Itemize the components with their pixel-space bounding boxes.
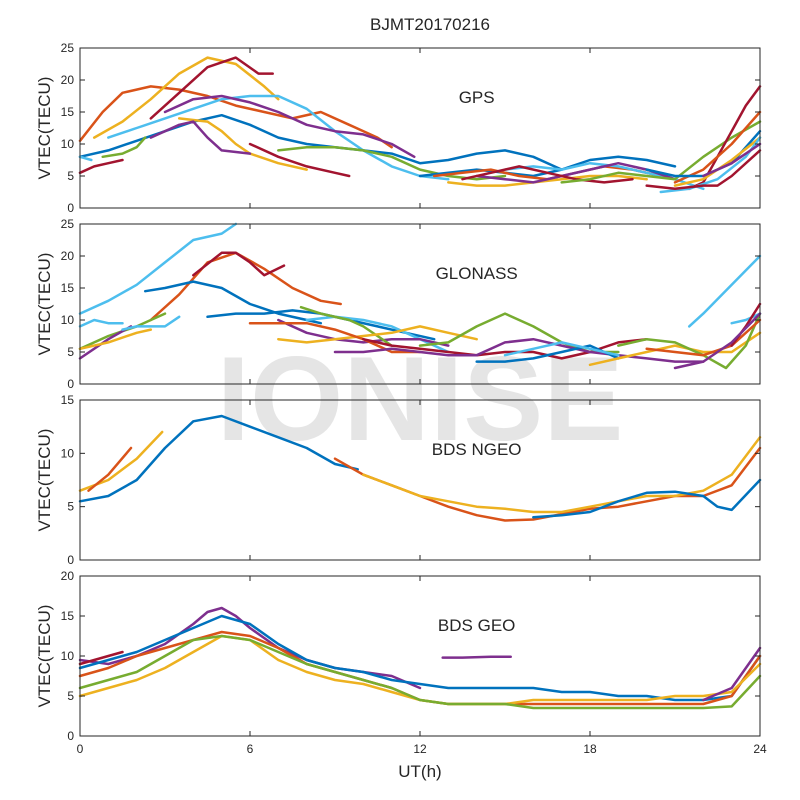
panel-bds-geo: 0 5 10 15 20 BDS GEO VTEC(TECU) (35, 569, 762, 743)
panel-glonass: 0 5 10 15 20 25 GLONASS VTEC(TECU) (35, 217, 762, 391)
series-line (78, 222, 238, 315)
series-line (503, 341, 620, 357)
panel-label: GLONASS (436, 264, 518, 283)
series-line (277, 325, 478, 344)
series-line (78, 158, 124, 175)
y-tick-label: 25 (61, 217, 75, 231)
x-tick-label: 6 (247, 742, 254, 756)
y-tick-label: 20 (61, 73, 75, 87)
y-tick-label: 15 (61, 105, 75, 119)
plot-frame (79, 575, 761, 737)
series-line (149, 251, 342, 322)
panel-label: GPS (459, 88, 495, 107)
x-tick-label: 18 (583, 742, 597, 756)
y-tick-label: 20 (61, 249, 75, 263)
y-tick-label: 0 (67, 377, 74, 391)
series-line (673, 312, 762, 370)
series-line (149, 56, 274, 120)
y-tick-label: 15 (61, 393, 75, 407)
series-line (333, 337, 705, 363)
y-tick-label: 15 (61, 609, 75, 623)
series-line (702, 646, 762, 702)
y-tick-label: 5 (67, 500, 74, 514)
series-line (78, 414, 359, 503)
x-tick-label: 24 (753, 742, 767, 756)
y-tick-label: 20 (61, 569, 75, 583)
y-tick-label: 5 (67, 345, 74, 359)
y-axis-label: VTEC(TECU) (35, 253, 54, 356)
series-line (87, 446, 133, 492)
y-tick-label: 5 (67, 169, 74, 183)
series-line (475, 161, 677, 184)
series-line (78, 318, 124, 328)
series-line (461, 165, 634, 184)
x-axis-label: UT(h) (398, 762, 441, 781)
series-line (645, 149, 762, 191)
series-line (277, 145, 507, 181)
y-tick-label: 10 (61, 137, 75, 151)
series-line (78, 155, 93, 162)
y-tick-label: 15 (61, 281, 75, 295)
series-line (78, 328, 153, 351)
series-line (107, 94, 450, 181)
series-line (299, 305, 393, 347)
panel-label: BDS NGEO (432, 440, 522, 459)
panel-label: BDS GEO (438, 616, 515, 635)
series-line (78, 634, 762, 710)
panel-bds-ngeo: 0 5 10 15 BDS NGEO VTEC(TECU) (35, 393, 762, 567)
series-line (702, 142, 762, 178)
x-tick-label: 0 (77, 742, 84, 756)
series-line (192, 251, 286, 277)
y-axis-label: VTEC(TECU) (35, 77, 54, 180)
y-axis-label: VTEC(TECU) (35, 605, 54, 708)
series-line (78, 650, 124, 666)
y-tick-label: 10 (61, 446, 75, 460)
series-line (121, 315, 181, 331)
series-line (78, 606, 422, 690)
series-line (248, 142, 351, 178)
y-tick-label: 25 (61, 41, 75, 55)
series-line (447, 174, 648, 187)
series-line (163, 94, 416, 159)
series-line (588, 331, 762, 367)
series-line (143, 280, 323, 325)
series-line (248, 321, 422, 354)
series-line (149, 120, 252, 155)
series-line (475, 344, 620, 363)
series-line (645, 318, 762, 357)
y-tick-label: 10 (61, 649, 75, 663)
x-tick-label: 12 (413, 742, 427, 756)
y-tick-label: 10 (61, 313, 75, 327)
series-line (362, 436, 762, 514)
y-tick-label: 0 (67, 729, 74, 743)
series-line (687, 254, 762, 328)
series-line (687, 85, 762, 191)
series-line (441, 655, 512, 659)
series-line (78, 85, 393, 149)
y-tick-label: 5 (67, 689, 74, 703)
y-tick-label: 0 (67, 553, 74, 567)
series-line (101, 136, 147, 159)
panel-gps: 0 5 10 15 20 25 GPS VTEC(TECU) (35, 41, 762, 215)
panels-group: 0 5 10 15 20 25 GPS VTEC(TECU) 0 5 10 15 20 25 GLONASS… (35, 41, 767, 756)
series-line (78, 614, 762, 702)
series-line (92, 56, 280, 139)
y-axis-label: VTEC(TECU) (35, 429, 54, 532)
chart-title: BJMT20170216 (370, 15, 490, 34)
series-line (78, 630, 762, 706)
y-tick-label: 0 (67, 201, 74, 215)
series-line (177, 117, 308, 171)
series-line (277, 318, 450, 347)
series-line (730, 312, 762, 325)
series-line (532, 478, 762, 519)
